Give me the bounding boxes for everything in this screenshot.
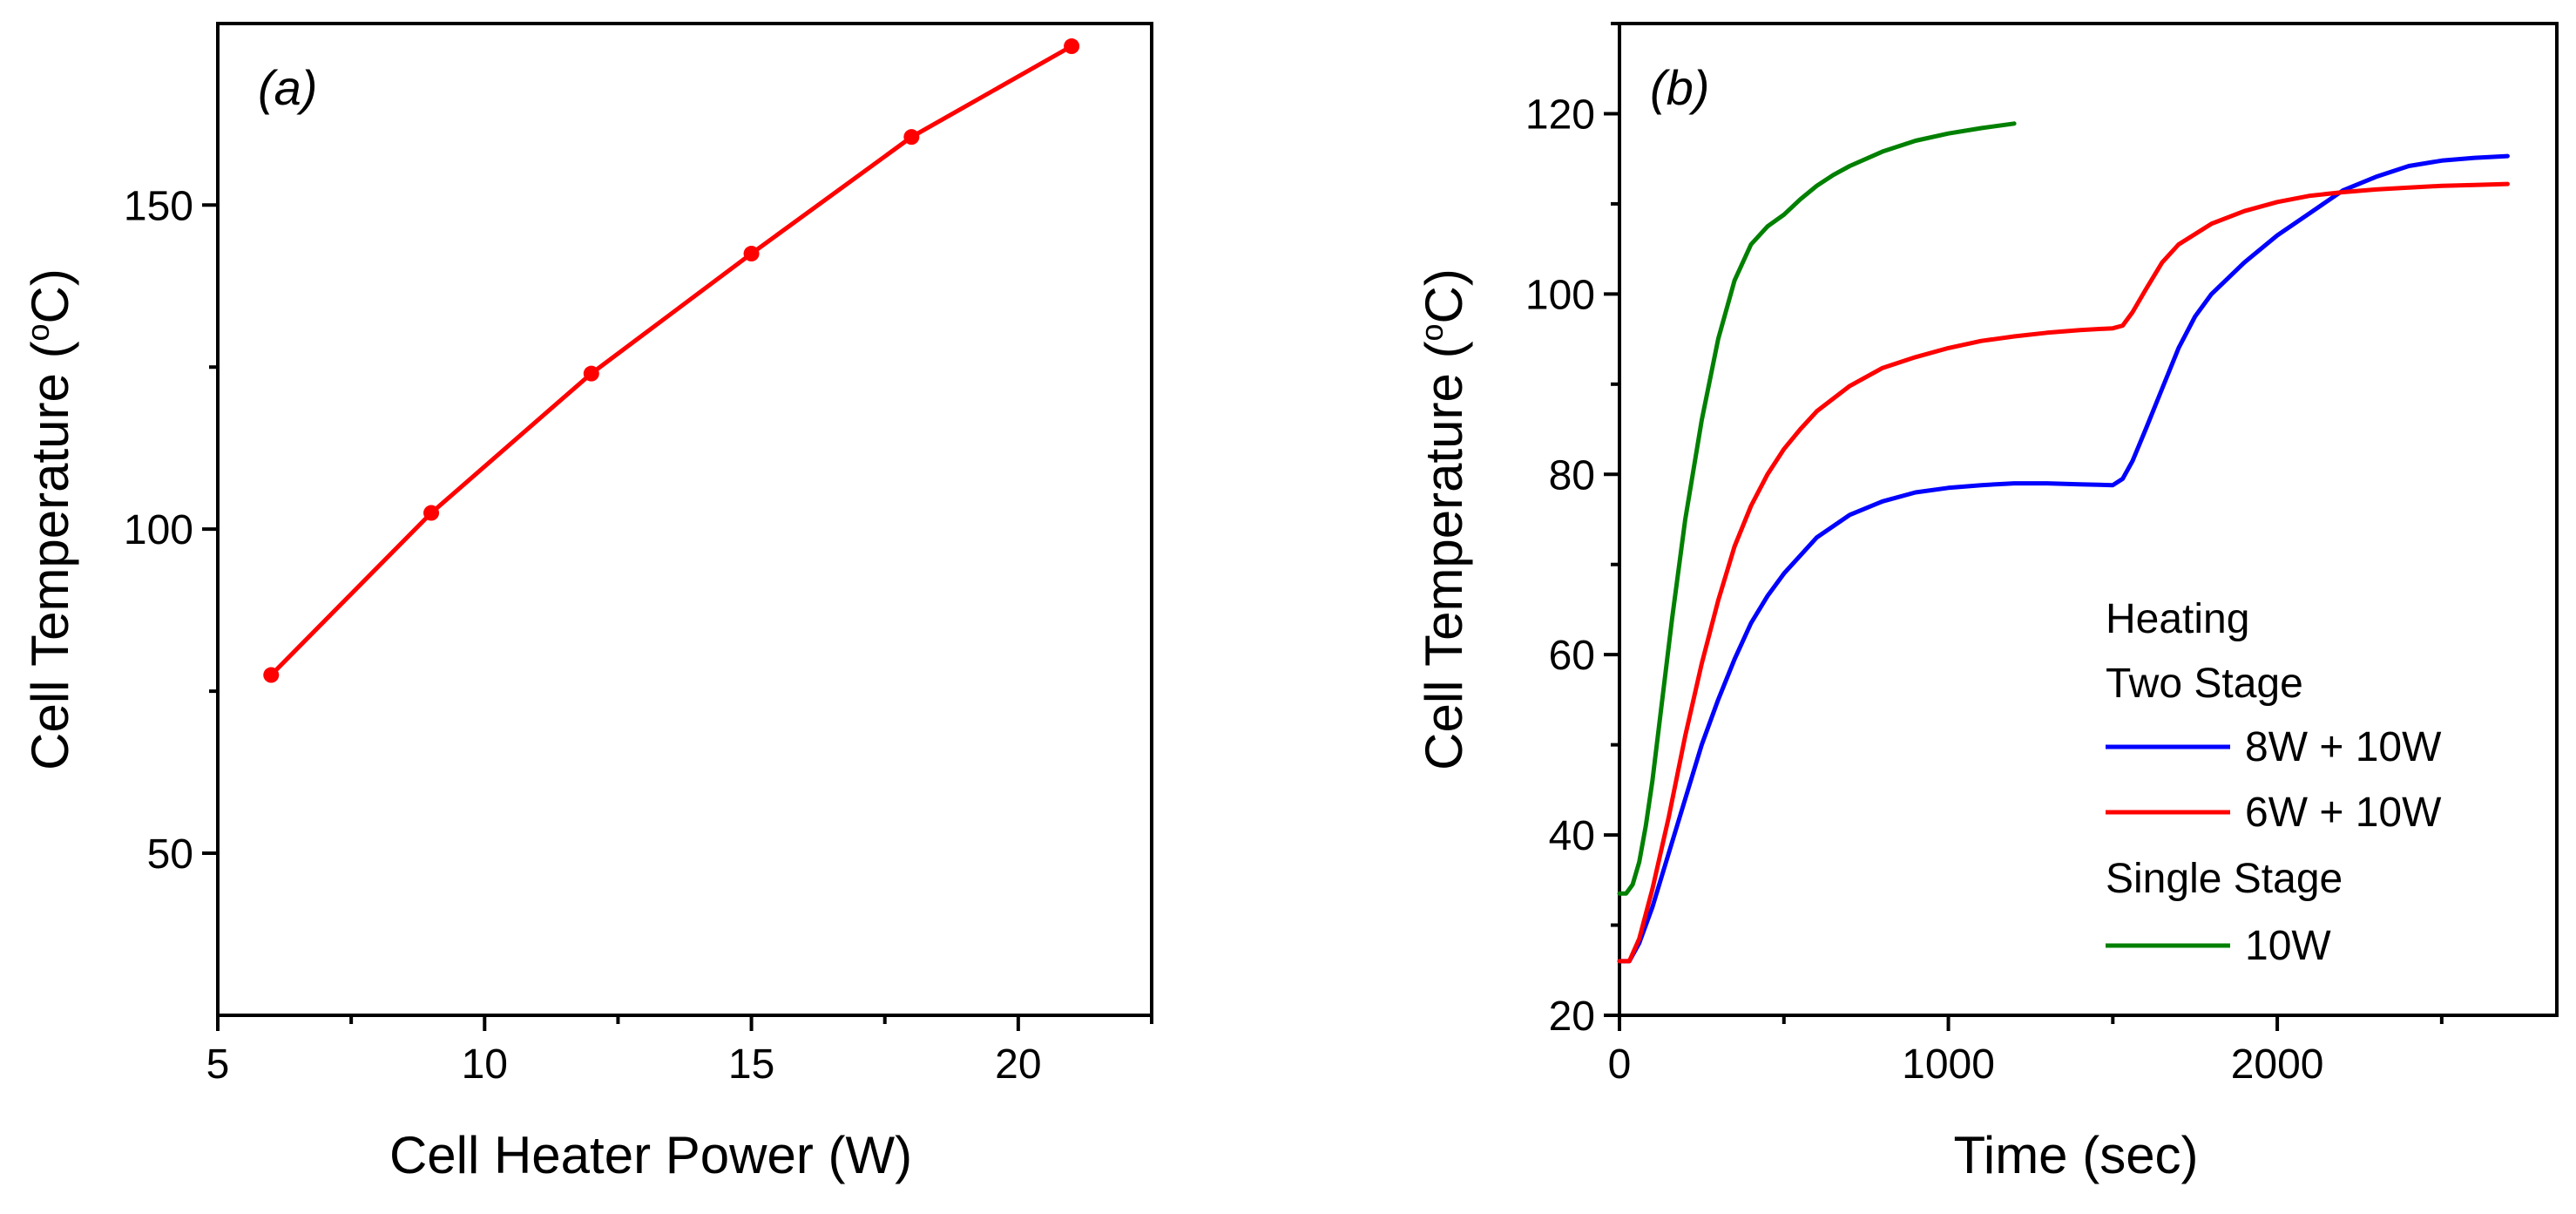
panel-a-label: (a) [258, 60, 317, 115]
x-tick-label: 1000 [1902, 1041, 1995, 1088]
panel-b-y-axis-title: Cell Temperature (oC) [1414, 268, 1473, 770]
data-point [583, 365, 599, 382]
panel-a-ticks: 5 10 15 20 50 100 150 [124, 183, 1153, 1088]
panel-a-plot-frame [216, 22, 1153, 1017]
y-tick-label: 60 [1549, 633, 1595, 679]
y-tick-label: 80 [1549, 452, 1595, 498]
panel-b-x-axis-title: Time (sec) [1953, 1126, 2198, 1184]
panel-b-series [1617, 121, 2510, 964]
y-tick-label: 100 [124, 507, 193, 553]
x-tick-label: 15 [728, 1041, 774, 1088]
legend-group-heating: Heating [2106, 596, 2249, 642]
y-tick-label: 50 [147, 831, 193, 878]
panel-b-ticks: 0 1000 2000 20 40 60 80 100 120 [1525, 22, 2444, 1088]
panel-b-legend: Heating Two Stage 8W + 10W 6W + 10W Sing… [2106, 596, 2442, 969]
data-point [1064, 38, 1080, 55]
x-tick-label: 2000 [2231, 1041, 2324, 1088]
x-tick-label: 10 [462, 1041, 508, 1088]
series-line-10w [1617, 121, 2017, 896]
panel-a-series [263, 38, 1080, 683]
x-tick-label: 5 [206, 1041, 230, 1088]
legend-group-single-stage: Single Stage [2106, 856, 2343, 902]
panel-b-chart: 0 1000 2000 20 40 60 80 100 120 (b) Time (sec) C… [1414, 22, 2559, 1184]
legend-label-6w-10w: 6W + 10W [2245, 790, 2442, 836]
y-tick-label: 20 [1549, 994, 1595, 1040]
y-tick-label: 100 [1525, 272, 1595, 318]
y-tick-label: 40 [1549, 813, 1595, 859]
y-tick-label: 120 [1525, 92, 1595, 138]
data-point [263, 667, 280, 683]
x-tick-label: 20 [995, 1041, 1041, 1088]
data-point [903, 129, 920, 146]
legend-group-two-stage: Two Stage [2106, 661, 2303, 707]
legend-label-8w-10w: 8W + 10W [2245, 724, 2442, 770]
y-tick-label: 150 [124, 183, 193, 229]
series-line-8w-10w [1617, 153, 2510, 964]
panel-a-chart: 5 10 15 20 50 100 150 (a) Cell Heater Power (W… [20, 22, 1153, 1184]
x-tick-label: 0 [1608, 1041, 1632, 1088]
panel-b-label: (b) [1650, 60, 1709, 115]
panel-a-y-axis-title: Cell Temperature (oC) [20, 268, 79, 770]
series-line-cell-temperature [268, 44, 1074, 677]
panel-b-plot-frame [1618, 22, 2559, 1017]
data-point [423, 505, 440, 521]
series-line-6w-10w [1617, 181, 2510, 964]
panel-a-x-axis-title: Cell Heater Power (W) [389, 1126, 912, 1184]
legend-label-10w: 10W [2245, 923, 2331, 969]
data-point [743, 246, 760, 262]
